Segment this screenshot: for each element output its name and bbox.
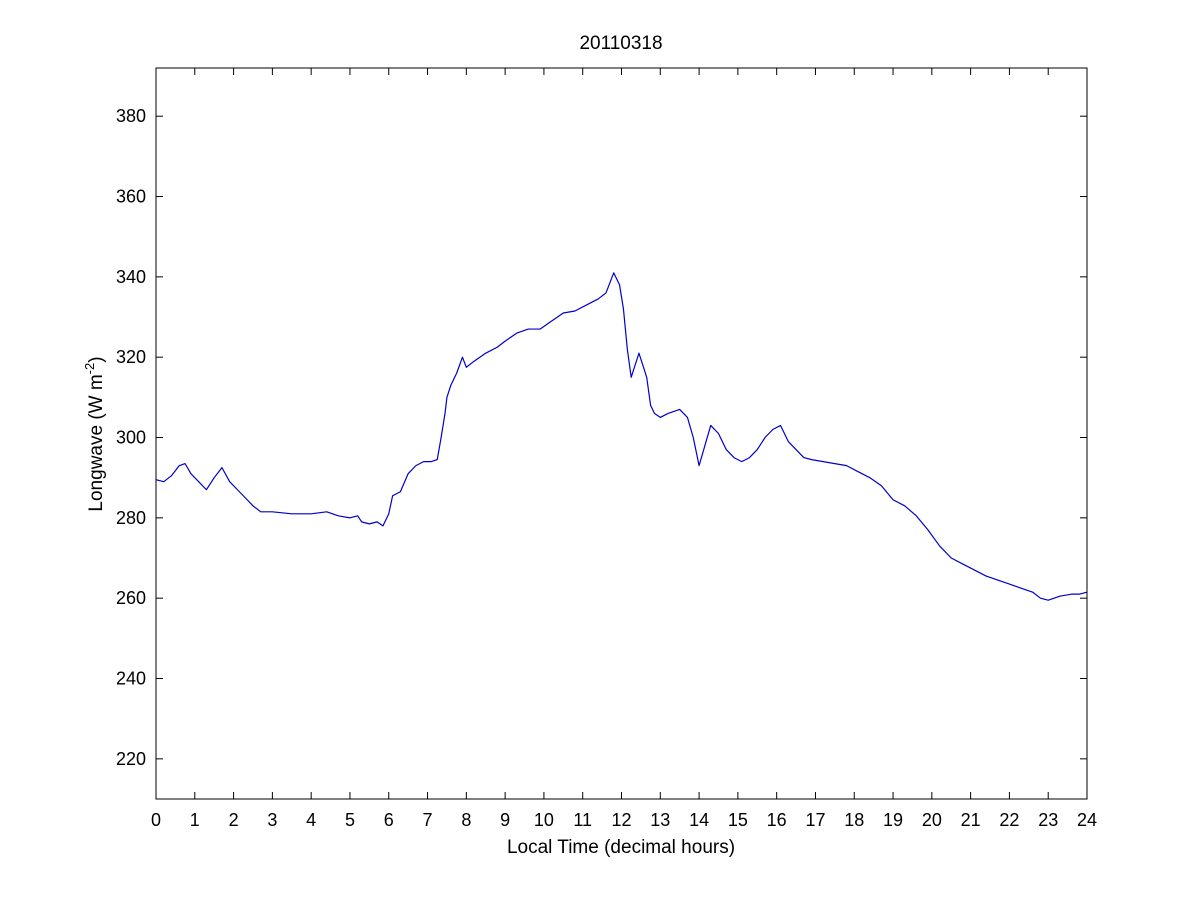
x-tick-label: 5 — [345, 810, 355, 830]
x-tick-label: 11 — [573, 810, 592, 830]
x-tick-label: 6 — [384, 810, 394, 830]
tick-layer: 0 1 2 3 4 5 6 7 8 9 10 11 12 13 14 15 16 17 18 19 20 21 22 23 24… — [116, 68, 1097, 830]
y-tick-label: 380 — [116, 106, 146, 126]
x-tick-label: 3 — [267, 810, 277, 830]
x-tick-label: 2 — [229, 810, 239, 830]
x-tick-label: 22 — [999, 810, 1019, 830]
x-tick-label: 13 — [650, 810, 670, 830]
y-tick-label: 220 — [116, 749, 146, 769]
x-tick-label: 12 — [611, 810, 631, 830]
y-axis-title-superscript: -2 — [82, 363, 97, 375]
x-tick-label: 14 — [689, 810, 709, 830]
x-tick-label: 23 — [1038, 810, 1058, 830]
x-axis-title: Local Time (decimal hours) — [507, 837, 735, 858]
x-tick-label: 24 — [1077, 810, 1097, 830]
y-tick-label: 240 — [116, 669, 146, 689]
x-tick-label: 20 — [922, 810, 942, 830]
y-tick-label: 360 — [116, 187, 146, 207]
x-tick-label: 7 — [423, 810, 433, 830]
plot-frame — [155, 67, 1088, 800]
x-tick-label: 1 — [190, 810, 200, 830]
plot-area — [156, 68, 1087, 799]
y-tick-label: 280 — [116, 508, 146, 528]
x-tick-label: 0 — [151, 810, 161, 830]
x-tick-label: 15 — [728, 810, 748, 830]
longwave-series-line — [155, 272, 1088, 601]
y-tick-label: 300 — [116, 428, 146, 448]
x-tick-label: 19 — [883, 810, 903, 830]
y-axis-title: Longwave (W m-2) — [82, 356, 107, 511]
y-tick-label: 340 — [116, 267, 146, 287]
series-layer — [155, 272, 1088, 601]
x-tick-label: 17 — [805, 810, 825, 830]
y-axis-title-main: Longwave (W m — [86, 374, 107, 511]
x-tick-label: 10 — [534, 810, 554, 830]
x-tick-label: 16 — [767, 810, 787, 830]
chart-title: 20110318 — [579, 33, 662, 54]
y-axis-title-close: ) — [86, 356, 107, 362]
y-tick-label: 320 — [116, 347, 146, 367]
y-tick-label: 260 — [116, 588, 146, 608]
x-tick-label: 9 — [500, 810, 510, 830]
x-tick-label: 8 — [461, 810, 471, 830]
x-tick-label: 18 — [844, 810, 864, 830]
x-tick-label: 4 — [306, 810, 316, 830]
x-tick-label: 21 — [961, 810, 981, 830]
